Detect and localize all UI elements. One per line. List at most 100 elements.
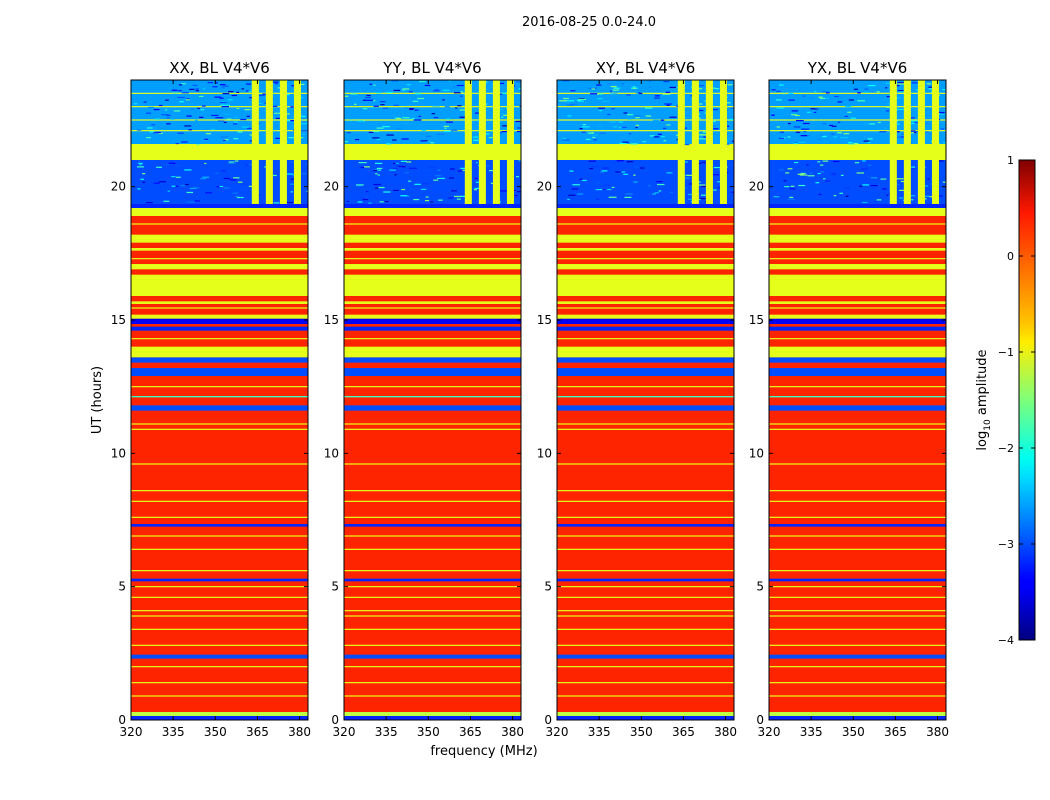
noise-speck bbox=[477, 162, 480, 164]
noise-speck bbox=[517, 127, 521, 129]
time-band bbox=[344, 357, 521, 363]
noise-speck bbox=[901, 133, 905, 135]
thin-line bbox=[344, 258, 521, 260]
rfi-column bbox=[251, 80, 259, 204]
noise-speck bbox=[636, 92, 639, 94]
noise-speck bbox=[346, 200, 349, 203]
thin-line bbox=[769, 610, 946, 612]
noise-speck bbox=[519, 105, 521, 107]
noise-speck bbox=[216, 186, 222, 188]
noise-speck bbox=[783, 180, 787, 182]
noise-speck bbox=[245, 164, 249, 166]
time-band bbox=[557, 716, 734, 720]
noise-speck bbox=[657, 133, 662, 135]
noise-speck bbox=[713, 128, 719, 130]
noise-speck bbox=[137, 188, 141, 190]
time-band bbox=[769, 712, 946, 716]
noise-speck bbox=[195, 90, 200, 92]
noise-speck bbox=[138, 161, 141, 163]
noise-speck bbox=[807, 175, 815, 177]
noise-speck bbox=[687, 193, 695, 196]
noise-speck bbox=[897, 83, 906, 85]
noise-speck bbox=[914, 132, 917, 134]
thin-line bbox=[344, 428, 521, 430]
noise-speck bbox=[567, 89, 574, 91]
noise-speck bbox=[663, 140, 667, 142]
noise-speck bbox=[654, 95, 660, 97]
time-band bbox=[344, 204, 521, 208]
noise-speck bbox=[368, 202, 372, 204]
time-band bbox=[344, 314, 521, 319]
noise-speck bbox=[440, 121, 443, 124]
noise-speck bbox=[179, 101, 184, 103]
noise-speck bbox=[413, 119, 422, 121]
noise-speck bbox=[517, 130, 521, 133]
noise-speck bbox=[300, 173, 307, 175]
noise-speck bbox=[806, 164, 809, 166]
noise-speck bbox=[246, 127, 253, 130]
noise-speck bbox=[854, 162, 860, 164]
noise-speck bbox=[938, 111, 945, 114]
noise-speck bbox=[503, 114, 510, 116]
noise-speck bbox=[232, 192, 238, 194]
noise-speck bbox=[443, 130, 451, 133]
thin-line bbox=[344, 338, 521, 340]
noise-speck bbox=[300, 123, 308, 125]
thin-line bbox=[131, 490, 308, 492]
noise-speck bbox=[911, 122, 915, 125]
noise-speck bbox=[181, 92, 189, 94]
noise-speck bbox=[863, 140, 870, 142]
noise-speck bbox=[663, 81, 670, 83]
noise-speck bbox=[228, 161, 235, 163]
noise-speck bbox=[460, 167, 466, 169]
noise-speck bbox=[582, 124, 586, 126]
panel-image bbox=[344, 80, 521, 720]
noise-speck bbox=[861, 160, 866, 162]
noise-speck bbox=[273, 112, 281, 114]
thin-line bbox=[344, 644, 521, 646]
time-band bbox=[557, 274, 734, 296]
noise-speck bbox=[682, 177, 690, 179]
thin-line bbox=[344, 307, 521, 309]
noise-speck bbox=[790, 185, 795, 187]
thin-line bbox=[769, 428, 946, 430]
noise-speck bbox=[372, 130, 380, 133]
panel-title: YX, BL V4*V6 bbox=[807, 59, 908, 77]
noise-speck bbox=[350, 119, 353, 121]
noise-speck bbox=[660, 191, 663, 193]
noise-speck bbox=[145, 112, 152, 114]
noise-speck bbox=[515, 81, 521, 83]
noise-speck bbox=[819, 97, 825, 100]
noise-speck bbox=[153, 108, 160, 111]
noise-speck bbox=[222, 85, 229, 87]
y-tick-label: 15 bbox=[111, 313, 126, 327]
noise-speck bbox=[402, 117, 410, 119]
panel-3: YX, BL V4*V6 320 335 350 365 380 0 5 10 15 20 bbox=[749, 59, 949, 739]
thin-line bbox=[344, 695, 521, 697]
noise-speck bbox=[434, 175, 442, 177]
noise-speck bbox=[591, 88, 596, 90]
noise-speck bbox=[211, 128, 215, 131]
thin-line bbox=[557, 586, 734, 588]
noise-speck bbox=[173, 110, 181, 112]
time-band bbox=[131, 524, 308, 527]
time-band bbox=[344, 234, 521, 243]
noise-speck bbox=[809, 172, 813, 174]
noise-speck bbox=[563, 97, 569, 100]
noise-speck bbox=[896, 136, 902, 138]
noise-speck bbox=[393, 189, 399, 192]
noise-speck bbox=[615, 161, 620, 163]
noise-speck bbox=[621, 140, 626, 142]
time-band bbox=[344, 274, 521, 296]
noise-speck bbox=[430, 142, 435, 144]
noise-speck bbox=[856, 172, 864, 174]
thin-line bbox=[557, 307, 734, 309]
thin-line bbox=[557, 223, 734, 225]
noise-speck bbox=[497, 181, 503, 183]
noise-speck bbox=[456, 84, 465, 87]
noise-speck bbox=[613, 126, 618, 128]
noise-speck bbox=[186, 115, 192, 117]
y-tick-label: 10 bbox=[749, 446, 764, 460]
thin-line bbox=[131, 500, 308, 502]
noise-speck bbox=[728, 164, 734, 166]
